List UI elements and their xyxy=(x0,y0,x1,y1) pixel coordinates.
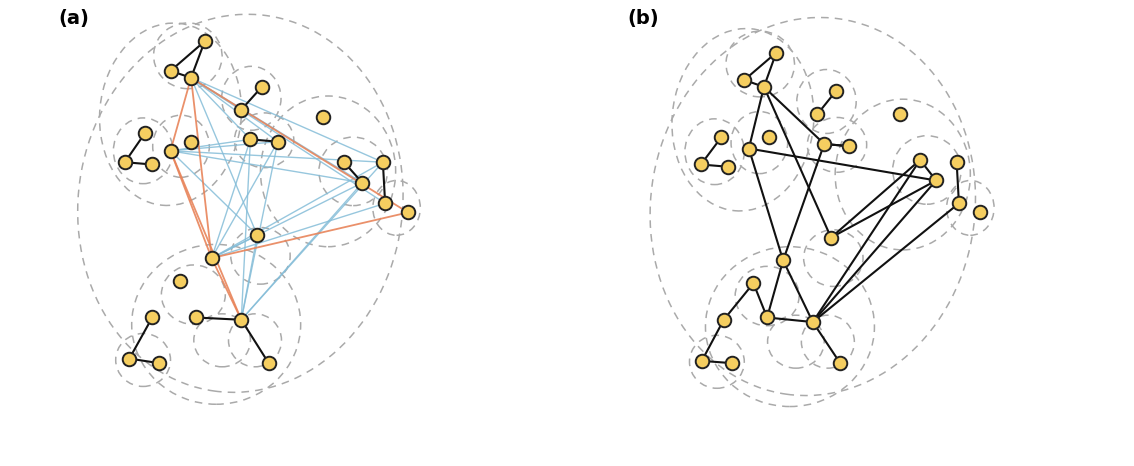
Point xyxy=(376,199,395,207)
Point xyxy=(926,177,945,184)
Point xyxy=(399,209,417,216)
Point xyxy=(170,277,188,285)
Point xyxy=(804,318,822,326)
Point xyxy=(692,161,710,168)
Text: (a): (a) xyxy=(59,9,90,28)
Point xyxy=(232,316,251,323)
Point xyxy=(120,355,138,363)
Point xyxy=(948,158,966,166)
Point xyxy=(253,83,271,90)
Point xyxy=(735,76,753,84)
Point xyxy=(911,156,929,164)
Point xyxy=(136,129,154,136)
Point xyxy=(187,314,205,321)
Point xyxy=(181,74,200,82)
Point xyxy=(693,357,711,364)
Point xyxy=(758,314,776,321)
Point xyxy=(314,113,332,120)
Point xyxy=(840,143,858,150)
Point xyxy=(335,158,353,166)
Point xyxy=(203,254,221,262)
Point xyxy=(143,161,161,168)
Text: (b): (b) xyxy=(628,9,660,28)
Point xyxy=(755,83,773,90)
Point xyxy=(248,232,266,239)
Point xyxy=(719,163,737,171)
Point xyxy=(374,158,392,166)
Point xyxy=(269,138,287,145)
Point xyxy=(161,147,179,155)
Point xyxy=(760,133,778,141)
Point xyxy=(232,106,251,113)
Point xyxy=(150,359,168,367)
Point xyxy=(722,359,741,367)
Point xyxy=(161,67,179,75)
Point xyxy=(353,179,371,186)
Point xyxy=(815,140,833,148)
Point xyxy=(775,257,793,264)
Point xyxy=(744,280,762,287)
Point xyxy=(143,314,161,321)
Point xyxy=(809,110,827,118)
Point xyxy=(196,37,214,45)
Point xyxy=(181,138,200,145)
Point xyxy=(242,136,260,143)
Point xyxy=(831,359,849,367)
Point xyxy=(972,209,990,216)
Point xyxy=(739,145,758,152)
Point xyxy=(116,158,134,166)
Point xyxy=(712,133,730,141)
Point xyxy=(260,359,278,367)
Point xyxy=(950,199,968,207)
Point xyxy=(827,88,845,95)
Point xyxy=(714,316,733,323)
Point xyxy=(768,49,786,56)
Point xyxy=(822,234,840,241)
Point xyxy=(890,110,908,118)
